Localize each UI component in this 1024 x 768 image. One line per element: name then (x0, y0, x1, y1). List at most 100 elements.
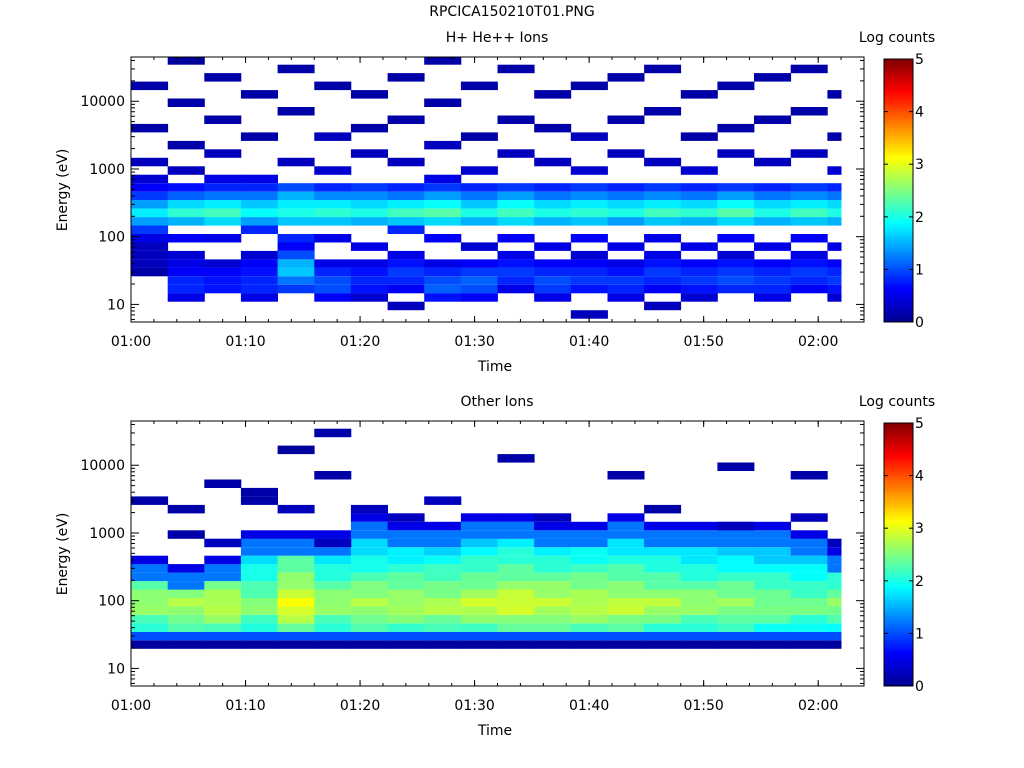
spectrogram-cell (607, 530, 645, 539)
spectrogram-cell (790, 530, 828, 539)
spectrogram-cell (277, 572, 315, 582)
spectrogram-cell (570, 132, 608, 141)
spectrogram-cell (497, 547, 535, 556)
spectrogram-cell (387, 598, 425, 607)
spectrogram-cell (497, 614, 535, 624)
spectrogram-cell (167, 166, 205, 175)
spectrogram-cell (314, 234, 352, 243)
spectrogram-cell (497, 572, 535, 582)
spectrogram-cell (424, 98, 462, 107)
spectrogram-cell (534, 183, 572, 192)
spectrogram-cell (497, 267, 535, 277)
spectrogram-cell (717, 521, 755, 531)
spectrogram-cell (607, 564, 645, 573)
spectrogram-cell (607, 547, 645, 556)
spectrogram-cell (167, 191, 205, 201)
spectrogram-cell (534, 564, 572, 573)
spectrogram-cell (350, 513, 388, 522)
spectrogram-cell (240, 293, 278, 302)
spectrogram-cell (277, 538, 315, 548)
spectrogram-cell (607, 606, 645, 615)
spectrogram-cell (717, 530, 755, 539)
spectrogram-cell (131, 606, 169, 615)
spectrogram-cell (424, 496, 462, 505)
spectrogram-cell (607, 276, 645, 285)
spectrogram-cell (314, 547, 352, 556)
spectrogram-cell (277, 157, 315, 167)
spectrogram-cell (754, 200, 792, 209)
spectrogram-cell (460, 191, 498, 201)
spectrogram-cell (497, 640, 535, 649)
spectrogram-cell (314, 284, 352, 294)
spectrogram-cell (460, 267, 498, 277)
spectrogram-cell (607, 284, 645, 294)
spectrogram-cell (240, 208, 278, 218)
spectrogram-cell (204, 564, 242, 573)
spectrogram-cell (277, 530, 315, 539)
spectrogram-cell (607, 293, 645, 302)
spectrogram-cell (424, 530, 462, 539)
spectrogram-cell (131, 157, 169, 167)
spectrogram-cell (387, 73, 425, 82)
spectrogram-cell (607, 614, 645, 624)
x-axis-label: Time (477, 723, 512, 739)
spectrogram-cell (277, 606, 315, 615)
spectrogram-cell (570, 284, 608, 294)
x-tick-label: 01:40 (569, 334, 609, 350)
spectrogram-cell (204, 631, 242, 641)
spectrogram-cell (754, 640, 792, 649)
spectrogram-cell (424, 538, 462, 548)
spectrogram-cell (314, 538, 352, 548)
spectrogram-cell (717, 200, 755, 209)
spectrogram-cell (570, 310, 608, 319)
spectrogram-cell (827, 293, 842, 302)
spectrogram-cell (314, 598, 352, 607)
spectrogram-cell (754, 623, 792, 632)
spectrogram-cell (350, 547, 388, 556)
y-tick-label: 100 (98, 230, 125, 246)
spectrogram-cell (534, 200, 572, 209)
spectrogram-cell (607, 149, 645, 158)
spectrogram-cell (754, 572, 792, 582)
spectrogram-cell (790, 267, 828, 277)
spectrogram-cell (460, 598, 498, 607)
spectrogram-cell (277, 250, 315, 260)
spectrogram-cell (717, 589, 755, 598)
spectrogram-cell (570, 589, 608, 598)
spectrogram-cell (350, 217, 388, 226)
spectrogram-cell (497, 250, 535, 260)
spectrogram-cell (680, 572, 718, 582)
spectrogram-cell (460, 276, 498, 285)
spectrogram-cell (460, 208, 498, 218)
spectrogram-cell (204, 284, 242, 294)
colorbar-tick-label: 5 (915, 416, 924, 432)
spectrogram-cell (717, 581, 755, 590)
spectrogram-cell (204, 208, 242, 218)
spectrogram-cell (314, 166, 352, 175)
spectrogram-cell (644, 183, 682, 192)
spectrogram-cell (387, 614, 425, 624)
spectrogram-cells (131, 57, 842, 319)
spectrogram-cell (131, 174, 169, 184)
spectrogram-cell (680, 581, 718, 590)
spectrogram-cell (827, 200, 842, 209)
spectrogram-cell (204, 276, 242, 285)
spectrogram-cell (350, 555, 388, 565)
spectrogram-cell (167, 267, 205, 277)
spectrogram-cell (827, 538, 842, 548)
spectrogram-cell (350, 572, 388, 582)
spectrogram-cell (680, 217, 718, 226)
spectrogram-cell (387, 208, 425, 218)
x-tick-label: 01:40 (569, 698, 609, 714)
spectrogram-cell (497, 183, 535, 192)
spectrogram-cell (534, 606, 572, 615)
spectrogram-cell (680, 521, 718, 531)
spectrogram-cell (460, 572, 498, 582)
spectrogram-cell (534, 217, 572, 226)
spectrogram-cell (350, 276, 388, 285)
spectrogram-cell (424, 57, 462, 65)
spectrogram-cell (204, 598, 242, 607)
x-axis: 01:00 01:10 01:20 01:30 01:40 01:50 02:00 (111, 421, 865, 714)
spectrogram-cell (534, 293, 572, 302)
spectrogram-cell (424, 521, 462, 531)
